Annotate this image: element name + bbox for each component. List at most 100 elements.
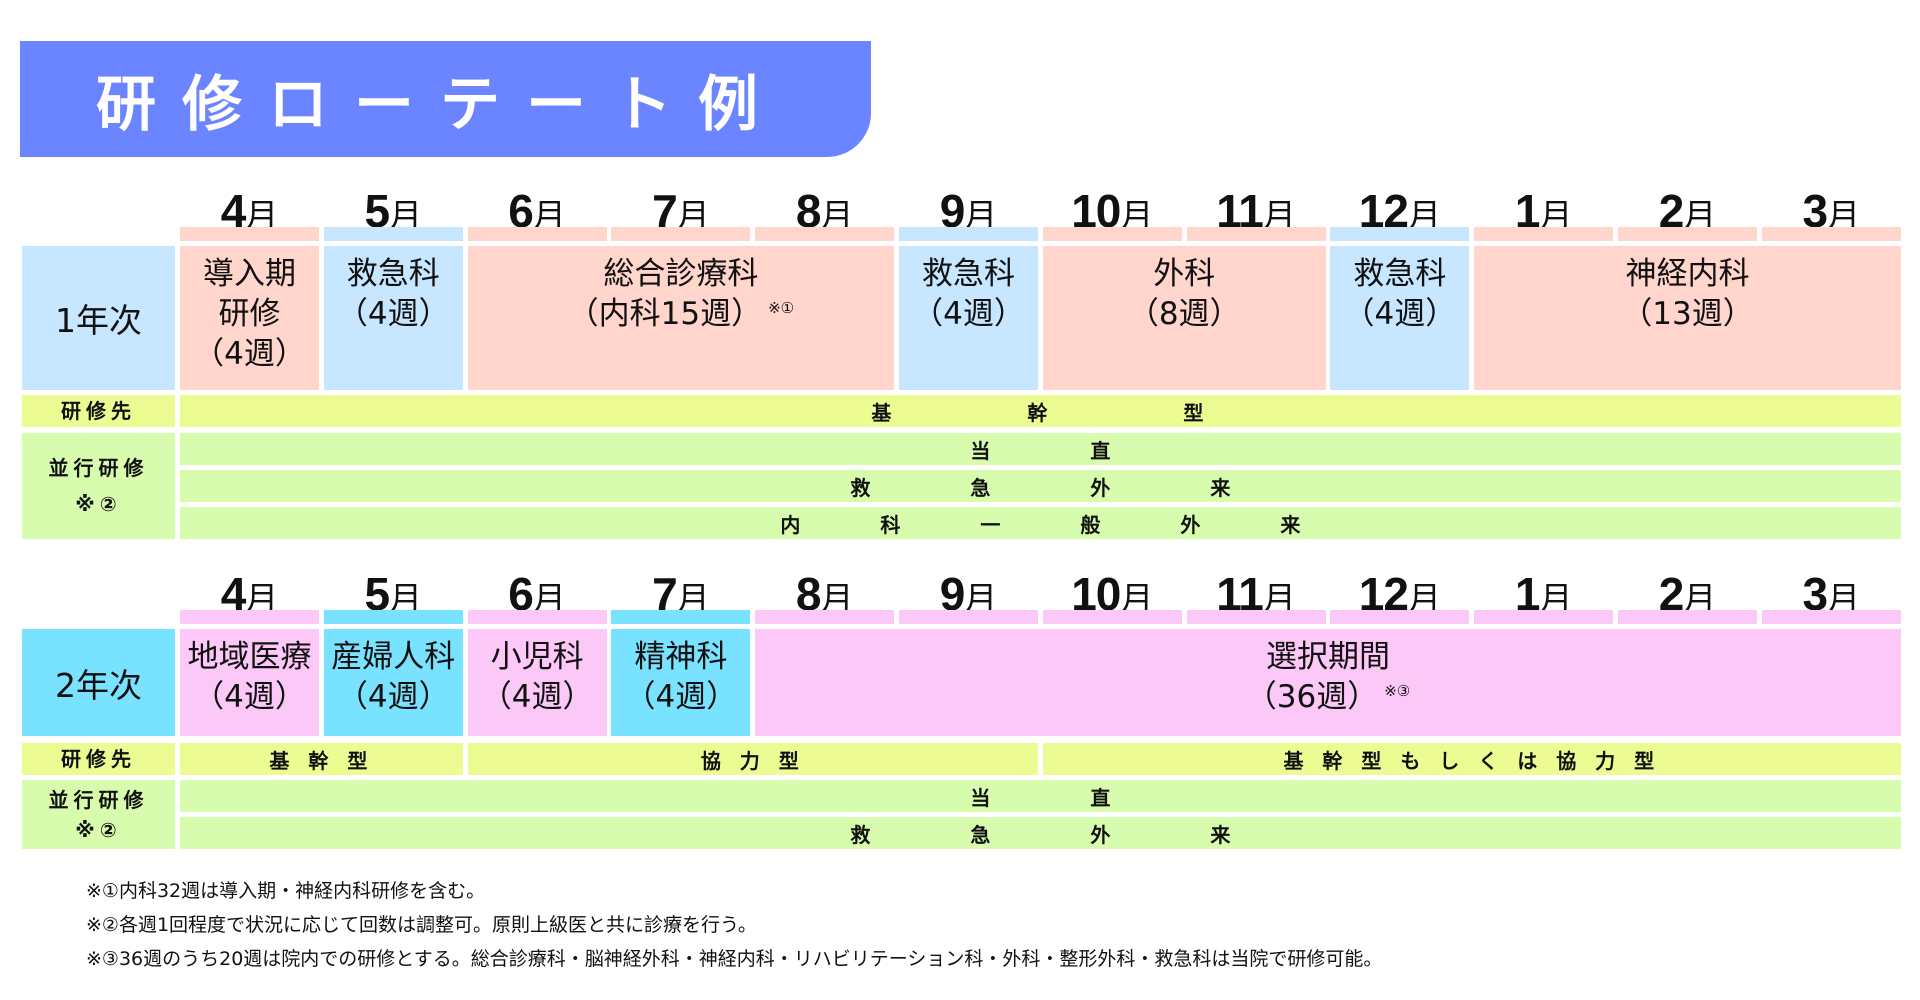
month-unit: 月 bbox=[1120, 196, 1154, 235]
rotation-name: 総合診療科 bbox=[603, 256, 759, 292]
month-bar bbox=[611, 227, 751, 241]
month-number: 6 bbox=[508, 568, 534, 620]
month-label-8: 8月 bbox=[755, 188, 894, 234]
month-number: 9 bbox=[939, 185, 966, 237]
month-bar bbox=[1761, 610, 1901, 624]
year2-kenshusaki-label: 研修先 bbox=[22, 743, 175, 775]
heiko-strip: 救 急 外 来 bbox=[180, 817, 1901, 849]
rotation-block: 総合診療科 （内科15週） ※① bbox=[467, 246, 895, 390]
rotation-duration: （4週） bbox=[193, 336, 306, 372]
month-number: 12 bbox=[1358, 568, 1409, 620]
month-bar bbox=[1186, 610, 1326, 624]
year2-heiko-note: ※② bbox=[75, 817, 122, 842]
month-unit: 月 bbox=[820, 196, 854, 235]
month-label-2: 2月 bbox=[1618, 571, 1757, 617]
rotation-duration: （4週） bbox=[624, 679, 738, 715]
rotation-duration: （4週） bbox=[336, 296, 450, 332]
month-label-4: 4月 bbox=[180, 188, 319, 234]
month-bar bbox=[755, 227, 895, 241]
kenshusaki-strip: 基 幹 型 も し く は 協 力 型 bbox=[1042, 743, 1901, 775]
month-label-5: 5月 bbox=[324, 188, 463, 234]
rotation-duration: （8週） bbox=[1127, 296, 1241, 332]
year1-label: 1年次 bbox=[22, 246, 175, 390]
rotation-name: 救急科 bbox=[922, 256, 1015, 292]
month-label-10: 10月 bbox=[1043, 571, 1182, 617]
month-label-6: 6月 bbox=[468, 571, 607, 617]
rotation-name: 地域医療 bbox=[187, 639, 312, 675]
month-number: 5 bbox=[364, 568, 391, 620]
kenshusaki-strip: 基 幹 型 bbox=[180, 395, 1901, 427]
month-number: 11 bbox=[1216, 568, 1264, 620]
heiko-strip: 当 直 bbox=[180, 433, 1901, 465]
month-number: 8 bbox=[795, 185, 822, 237]
year2-label: 2年次 bbox=[22, 629, 175, 736]
month-label-5: 5月 bbox=[324, 571, 463, 617]
month-number: 2 bbox=[1658, 185, 1685, 237]
rotation-block: 救急科 （4週） bbox=[899, 246, 1038, 390]
rotation-block: 外科 （8週） bbox=[1042, 246, 1326, 390]
rotation-duration: 研修 bbox=[218, 296, 281, 332]
month-label-9: 9月 bbox=[899, 571, 1038, 617]
month-label-8: 8月 bbox=[755, 571, 894, 617]
month-unit: 月 bbox=[676, 196, 710, 235]
month-number: 3 bbox=[1802, 568, 1829, 620]
rotation-duration: （36週） ※③ bbox=[1245, 679, 1411, 715]
rotation-block: 神経内科 （13週） bbox=[1474, 246, 1901, 390]
month-number: 4 bbox=[220, 568, 247, 620]
rotation-block: 小児科 （4週） bbox=[467, 629, 607, 736]
footnote-1: ※①内科32週は導入期・神経内科研修を含む。 bbox=[86, 880, 486, 902]
month-bar bbox=[1042, 227, 1182, 241]
year1-label-text: 1年次 bbox=[55, 301, 142, 340]
month-bar bbox=[180, 610, 319, 624]
month-unit: 月 bbox=[964, 196, 998, 235]
month-number: 8 bbox=[795, 568, 822, 620]
month-number: 7 bbox=[652, 568, 678, 620]
month-number: 4 bbox=[220, 185, 247, 237]
title-banner: 研修ローテート例 bbox=[20, 41, 871, 157]
month-label-6: 6月 bbox=[468, 188, 607, 234]
rotation-block: 地域医療 （4週） bbox=[180, 629, 319, 736]
month-number: 7 bbox=[652, 185, 678, 237]
year2-kenshusaki-label-text: 研修先 bbox=[61, 747, 136, 771]
month-unit: 月 bbox=[1262, 196, 1296, 235]
month-label-2: 2月 bbox=[1618, 188, 1757, 234]
month-unit: 月 bbox=[1827, 579, 1861, 618]
month-number: 10 bbox=[1071, 568, 1121, 620]
footnote-2: ※②各週1回程度で状況に応じて回数は調整可。原則上級医と共に診療を行う。 bbox=[86, 914, 757, 936]
month-bar bbox=[467, 610, 607, 624]
month-number: 1 bbox=[1514, 568, 1541, 620]
month-bar bbox=[1042, 610, 1182, 624]
month-number: 10 bbox=[1071, 185, 1121, 237]
heiko-strip: 救 急 外 来 bbox=[180, 470, 1901, 502]
year2-heiko-label-text: 並行研修 bbox=[48, 787, 149, 812]
footnote-3: ※③36週のうち20週は院内での研修とする。総合診療科・脳神経外科・神経内科・リ… bbox=[86, 948, 1383, 970]
month-bar bbox=[1618, 610, 1757, 624]
rotation-duration: （4週） bbox=[912, 296, 1025, 332]
month-unit: 月 bbox=[1827, 196, 1861, 235]
month-bar bbox=[1474, 610, 1614, 624]
month-bar bbox=[1618, 227, 1757, 241]
month-unit: 月 bbox=[1539, 196, 1573, 235]
year1-heiko-label: 並行研修 ※② bbox=[22, 433, 175, 539]
month-unit: 月 bbox=[676, 579, 710, 618]
rotation-name: 救急科 bbox=[346, 256, 440, 292]
rotation-block: 導入期 研修 （4週） bbox=[180, 246, 319, 390]
rotation-block: 救急科 （4週） bbox=[1330, 246, 1470, 390]
rotation-block: 救急科 （4週） bbox=[323, 246, 463, 390]
month-unit: 月 bbox=[1262, 579, 1296, 618]
rotation-block: 産婦人科 （4週） bbox=[323, 629, 463, 736]
rotation-duration: （4週） bbox=[336, 679, 450, 715]
footnote-ref: ※① bbox=[768, 299, 795, 317]
month-number: 11 bbox=[1216, 185, 1264, 237]
year2-heiko-label: 並行研修 ※② bbox=[22, 780, 175, 849]
heiko-strip: 内 科 一 般 外 来 bbox=[180, 507, 1901, 539]
month-label-3: 3月 bbox=[1762, 571, 1901, 617]
month-label-7: 7月 bbox=[611, 571, 750, 617]
month-unit: 月 bbox=[532, 196, 566, 235]
month-unit: 月 bbox=[964, 579, 998, 618]
page-title: 研修ローテート例 bbox=[96, 69, 784, 140]
rotation-block: 選択期間 （36週） ※③ bbox=[755, 629, 1901, 736]
month-number: 1 bbox=[1514, 185, 1541, 237]
month-label-9: 9月 bbox=[899, 188, 1038, 234]
rotation-name: 選択期間 bbox=[1265, 639, 1390, 675]
